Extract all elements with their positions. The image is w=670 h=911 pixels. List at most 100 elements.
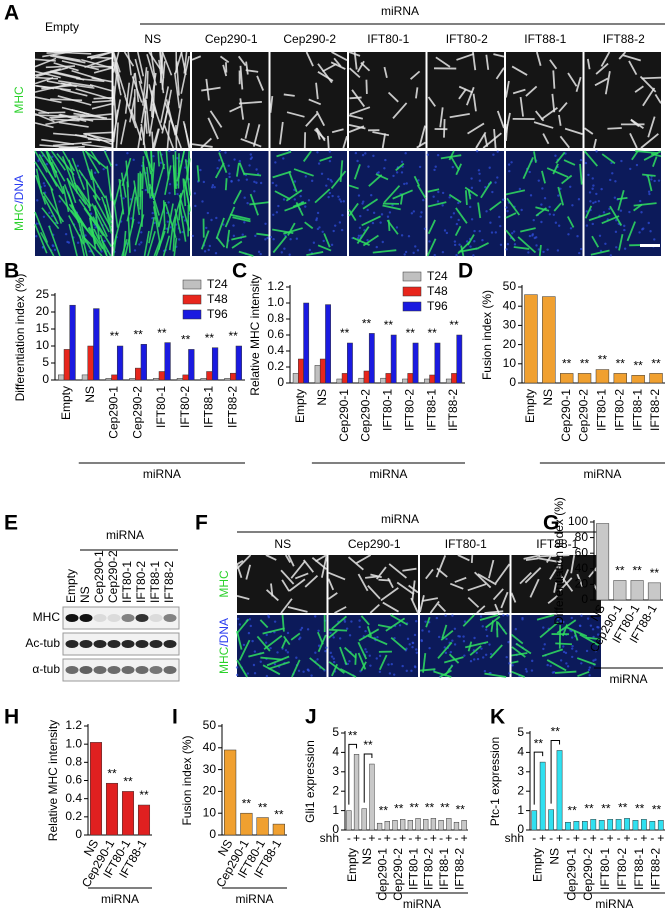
nucleus <box>364 629 367 633</box>
myotube <box>348 114 364 120</box>
panel-letter: H <box>4 706 19 729</box>
myotube <box>474 571 492 589</box>
nucleus <box>570 647 574 650</box>
myotube <box>48 225 61 257</box>
y-tick-label: 0 <box>42 372 49 386</box>
myotube <box>263 634 283 650</box>
x-tick-label: + <box>353 831 360 845</box>
nucleus <box>588 674 591 677</box>
nucleus <box>427 630 431 633</box>
myotube <box>34 76 59 80</box>
nucleus <box>506 242 510 246</box>
y-tick-label: 5 <box>42 355 49 369</box>
y-tick-label: 20 <box>575 577 589 591</box>
myotube <box>484 672 507 678</box>
nucleus <box>469 205 472 209</box>
nucleus <box>255 168 258 171</box>
myotube <box>245 61 249 75</box>
bar <box>256 817 269 836</box>
blot-band <box>135 640 149 648</box>
nucleus <box>579 158 583 162</box>
bar <box>641 819 647 831</box>
nucleus <box>178 238 181 241</box>
myotube <box>646 174 653 192</box>
myotube <box>88 133 112 145</box>
blot-band <box>79 614 93 622</box>
micrograph-bg <box>427 52 504 148</box>
myotube <box>557 186 565 206</box>
myotube <box>626 221 636 242</box>
myotube <box>567 72 578 87</box>
myotube <box>88 217 97 250</box>
bar <box>116 345 124 381</box>
nucleus <box>594 200 597 204</box>
myotube <box>650 152 662 158</box>
bar <box>336 378 343 384</box>
nucleus <box>505 655 508 659</box>
nucleus <box>343 620 347 623</box>
myotube <box>305 51 314 67</box>
nucleus <box>152 154 155 158</box>
myotube <box>558 577 573 592</box>
nucleus <box>210 218 213 222</box>
y-tick-label: 30 <box>203 762 217 776</box>
myotube <box>145 99 151 134</box>
nucleus <box>286 651 290 654</box>
myotube <box>157 201 167 228</box>
myotube <box>425 616 431 628</box>
nucleus <box>530 669 534 672</box>
bar <box>451 373 457 384</box>
nucleus <box>50 214 54 218</box>
nucleus <box>194 204 197 208</box>
myotube <box>552 70 556 89</box>
myotube <box>323 233 331 248</box>
nucleus <box>649 230 652 233</box>
nucleus <box>168 149 171 153</box>
micrograph-bg <box>511 615 601 677</box>
blot-band <box>149 640 163 648</box>
micrograph-bg <box>349 52 426 148</box>
micrograph-bg <box>506 151 583 256</box>
nucleus <box>479 615 483 618</box>
blot-band <box>107 666 121 674</box>
significance: ** <box>133 327 143 341</box>
nucleus <box>444 614 447 617</box>
myotube <box>553 582 558 593</box>
nucleus <box>575 650 578 653</box>
bar <box>224 378 231 381</box>
row-label-part: MHC <box>12 86 26 114</box>
y-axis-label: Ptc-1 expression <box>488 737 502 826</box>
nucleus <box>308 248 312 252</box>
myotube <box>34 108 50 115</box>
x-tick-label: Cep290-1 <box>107 386 121 439</box>
myotube <box>456 53 475 61</box>
y-tick-label: 0 <box>509 375 516 389</box>
nucleus <box>247 631 251 635</box>
nucleus <box>629 167 632 171</box>
myotube <box>164 165 172 195</box>
myotube <box>174 51 183 74</box>
myotube <box>82 150 93 181</box>
nucleus <box>532 218 535 222</box>
group-label: miRNA <box>236 892 274 906</box>
myotube <box>535 206 550 212</box>
nucleus <box>322 239 325 243</box>
micrograph <box>505 151 583 257</box>
myotube <box>440 154 462 160</box>
bar <box>424 378 430 384</box>
significance: ** <box>394 802 404 816</box>
myotube <box>510 592 517 603</box>
y-tick-label: 1.0 <box>267 295 284 309</box>
y-tick-label: 0 <box>277 375 284 389</box>
nucleus <box>94 171 97 174</box>
significance: ** <box>410 801 420 815</box>
myotube <box>184 181 191 212</box>
myotube <box>541 170 546 184</box>
nucleus <box>614 230 618 234</box>
nucleus <box>559 620 563 623</box>
y-tick-label: 0.8 <box>65 755 82 769</box>
myotube <box>579 633 600 647</box>
nucleus <box>133 249 137 252</box>
x-axis-label: shh <box>320 831 339 845</box>
myotube <box>50 188 63 224</box>
